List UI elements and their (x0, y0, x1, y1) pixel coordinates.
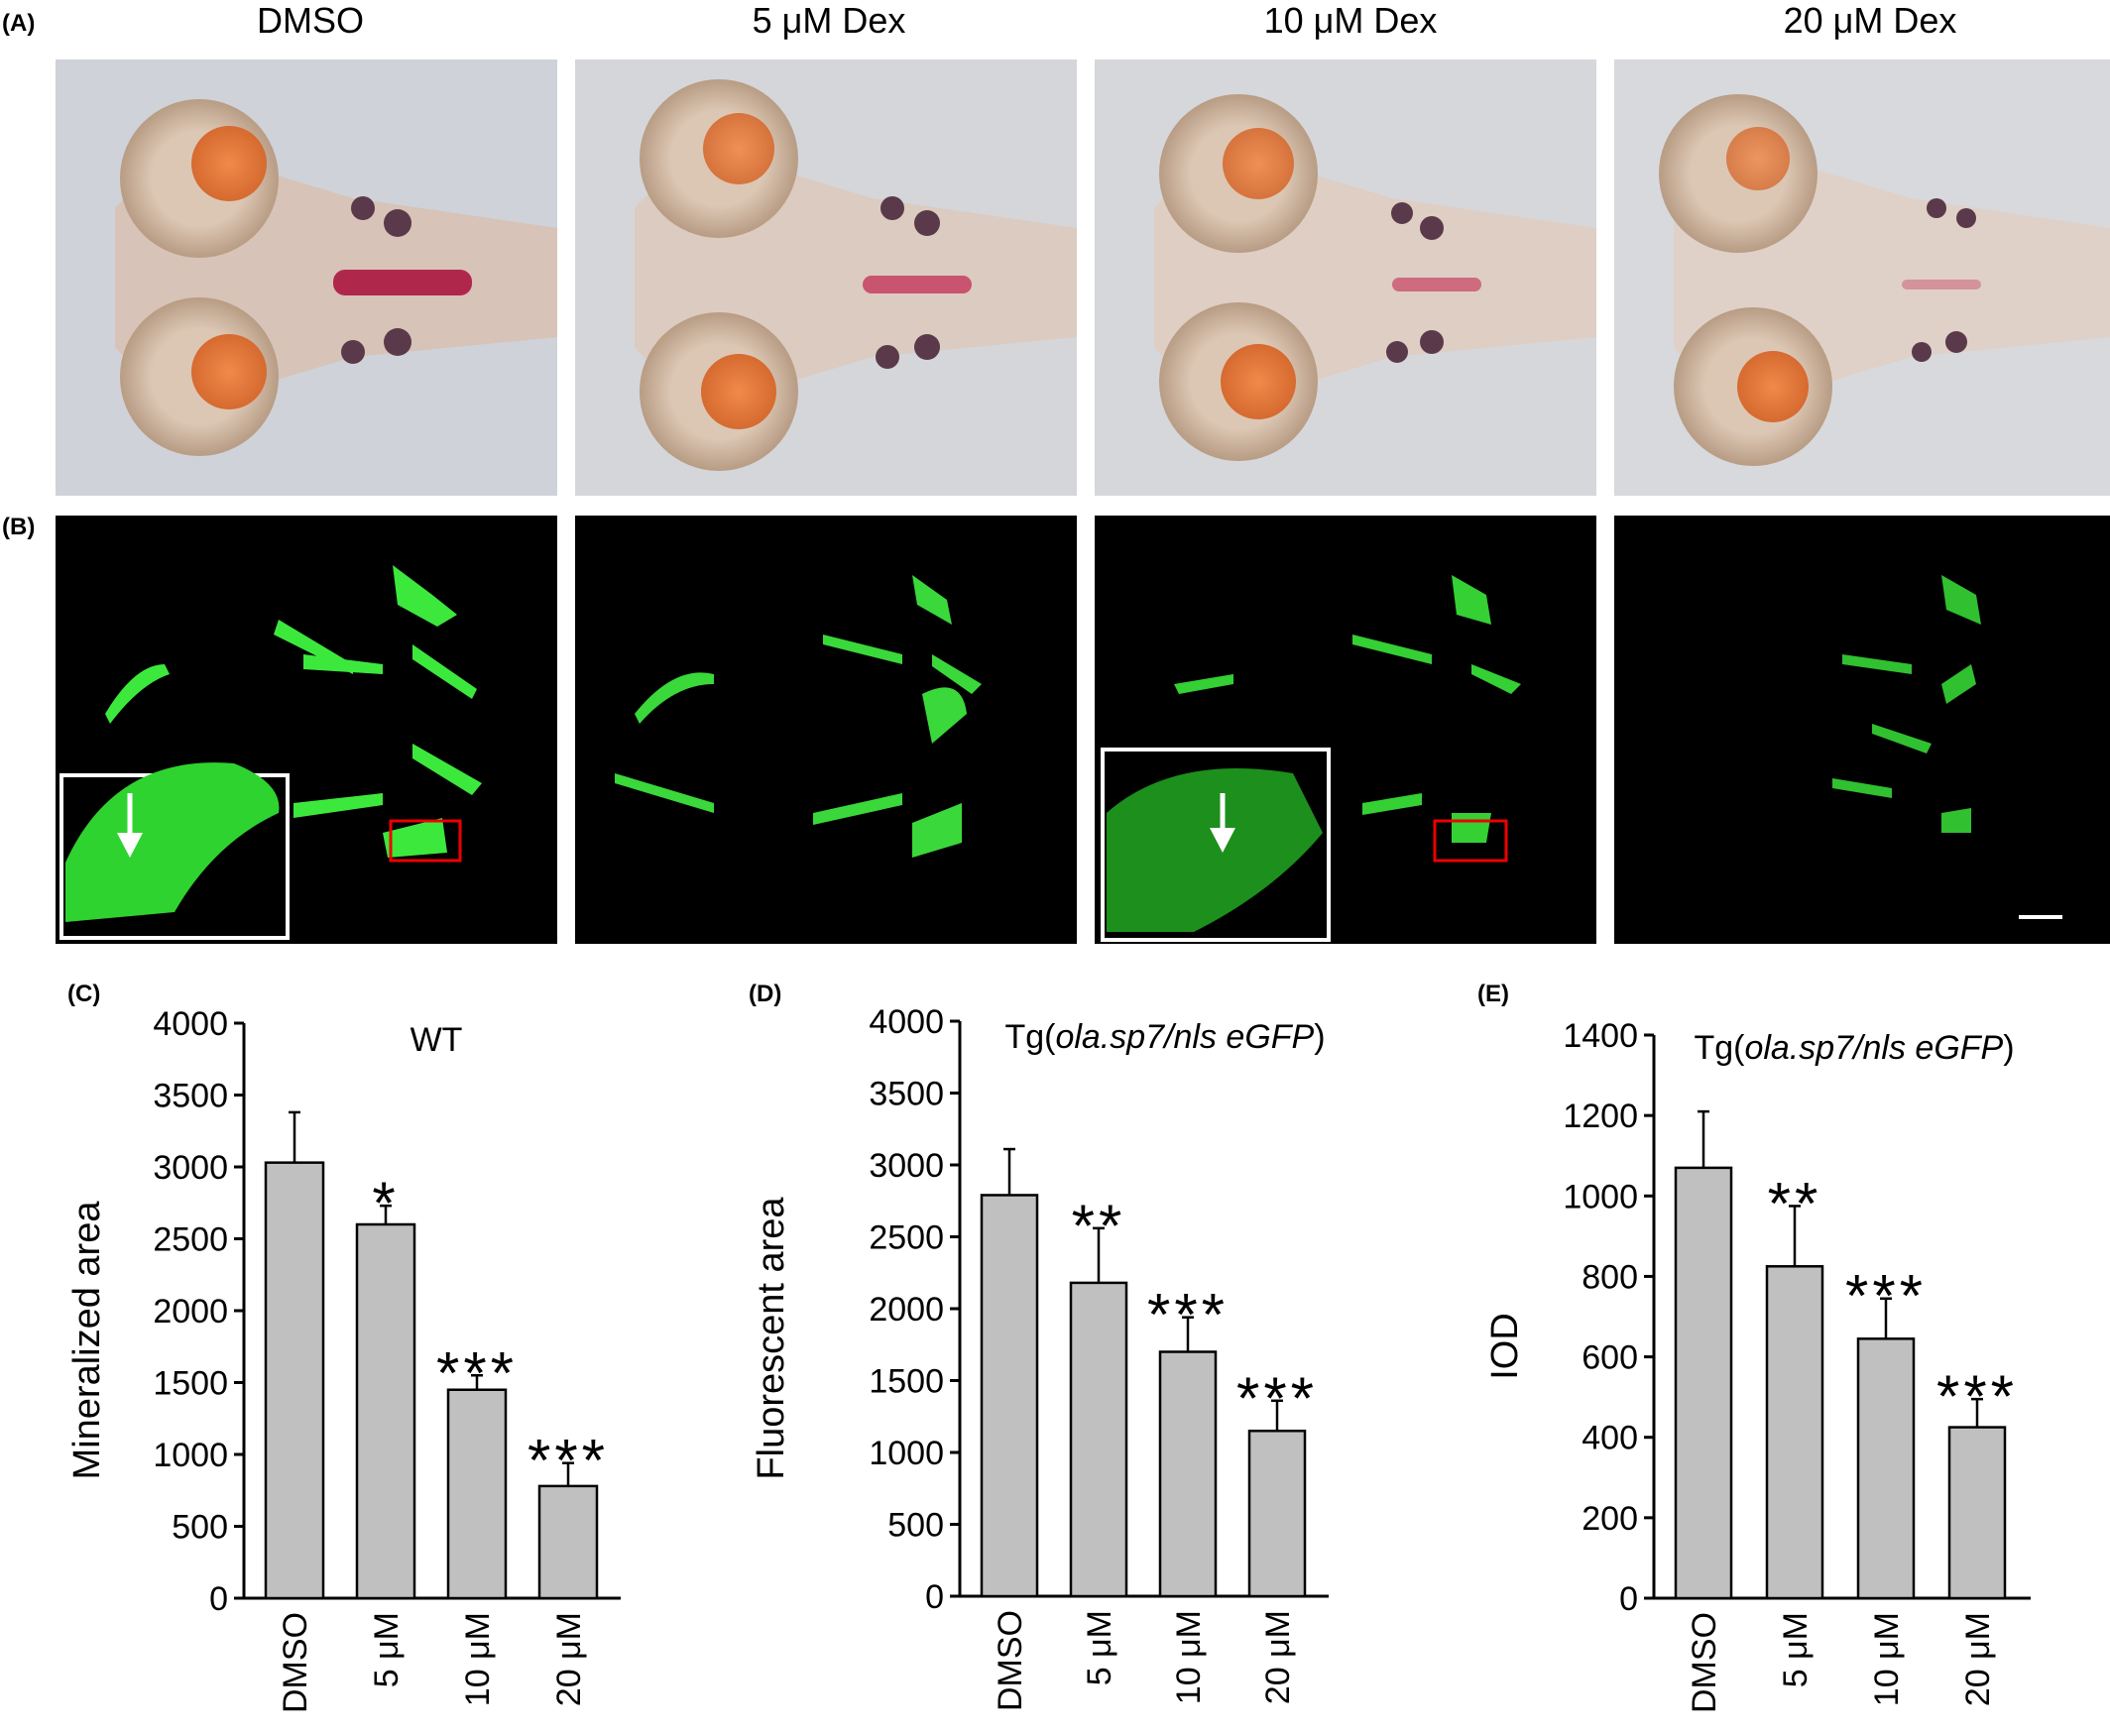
y-tick-label-e: 600 (1582, 1339, 1638, 1377)
chart-title-e: Tg(ola.sp7/nls eGFP) (1694, 1029, 2014, 1067)
y-tick-label-d: 500 (887, 1507, 944, 1545)
y-axis-label-e: IOD (1484, 1313, 1526, 1380)
alizarin-image-5um (575, 59, 1077, 496)
category-label-d-0: DMSO (992, 1610, 1029, 1711)
significance-e-3: *** (1936, 1363, 2018, 1430)
y-tick-label-c: 3500 (153, 1078, 228, 1115)
category-label-c-1: 5 μM (368, 1612, 406, 1687)
y-tick-label-c: 1500 (153, 1365, 228, 1403)
y-tick-label-e: 1000 (1563, 1178, 1638, 1215)
significance-c-1: * (372, 1170, 399, 1236)
fluorescence-image-dmso (56, 516, 557, 944)
column-title-20um: 20 μM Dex (1783, 0, 1957, 41)
y-tick-label-e: 1400 (1563, 1017, 1638, 1055)
category-label-c-3: 20 μM (550, 1612, 588, 1706)
chart-e: 0 200 400 600 800 1000 1200 1400 IOD Tg(ola.sp7/n… (1484, 1017, 2031, 1713)
significance-c-2: *** (436, 1339, 518, 1406)
fluorescence-image-10um (1095, 516, 1596, 944)
column-title-10um: 10 μM Dex (1263, 0, 1438, 41)
y-tick-label-c: 3000 (153, 1149, 228, 1187)
chart-title-c: WT (410, 1021, 463, 1059)
significance-d-1: ** (1072, 1193, 1126, 1259)
chart-title-d: Tg(ola.sp7/nls eGFP) (1004, 1018, 1325, 1056)
charts-area: (C) (D) (E) 0500100015002000250030003500… (66, 981, 2031, 1713)
fluorescence-image-20um (1614, 516, 2110, 944)
bar-e-3 (1947, 1426, 2007, 1600)
panel-label-a: (A) (2, 10, 36, 37)
chart-c: 0 500 1000 1500 2000 2500 3000 3500 4000 Minerali… (66, 1005, 621, 1713)
y-tick-label-d: 3000 (869, 1147, 944, 1185)
y-tick-label-d: 0 (925, 1578, 944, 1616)
bar-c-0 (264, 1161, 325, 1600)
significance-e-1: ** (1768, 1170, 1822, 1236)
column-title-5um: 5 μM Dex (752, 0, 906, 41)
chart-d: 0 500 1000 1500 2000 2500 3000 3500 4000 Fluoresc… (751, 1003, 1329, 1711)
y-tick-label-d: 2500 (869, 1219, 944, 1257)
scale-bar (2019, 915, 2062, 919)
y-tick-label-d: 1500 (869, 1363, 944, 1401)
panel-label-b: (B) (2, 514, 36, 540)
column-title-dmso: DMSO (257, 0, 364, 41)
bar-d-3 (1247, 1430, 1307, 1598)
bar-d-1 (1069, 1281, 1128, 1598)
category-label-e-1: 5 μM (1777, 1612, 1815, 1687)
y-tick-label-e: 1200 (1563, 1098, 1638, 1135)
bar-c-3 (537, 1484, 599, 1600)
significance-e-2: *** (1845, 1263, 1927, 1330)
significance-c-3: *** (528, 1428, 609, 1494)
y-tick-label-c: 500 (172, 1509, 228, 1547)
bar-c-1 (355, 1222, 416, 1600)
panel-label-c: (C) (67, 981, 100, 1007)
y-tick-label-d: 1000 (869, 1435, 944, 1472)
y-tick-label-e: 400 (1582, 1420, 1638, 1457)
bar-e-1 (1765, 1265, 1824, 1600)
category-label-c-2: 10 μM (459, 1612, 497, 1706)
y-tick-label-d: 2000 (869, 1291, 944, 1329)
alizarin-image-dmso (56, 59, 557, 496)
bar-c-2 (446, 1388, 508, 1600)
y-tick-label-c: 0 (209, 1580, 228, 1618)
category-label-d-2: 10 μM (1170, 1610, 1208, 1704)
bar-d-0 (980, 1194, 1039, 1598)
category-label-d-1: 5 μM (1081, 1610, 1118, 1685)
alizarin-image-20um (1614, 59, 2110, 496)
y-tick-label-d: 4000 (869, 1003, 944, 1041)
alizarin-image-10um (1095, 59, 1596, 496)
y-tick-label-c: 4000 (153, 1005, 228, 1043)
y-tick-label-c: 2000 (153, 1293, 228, 1331)
y-axis-label-c: Mineralized area (66, 1201, 108, 1480)
significance-d-2: *** (1147, 1282, 1229, 1348)
category-label-d-3: 20 μM (1259, 1610, 1297, 1704)
bar-e-0 (1674, 1166, 1733, 1600)
category-label-e-0: DMSO (1686, 1612, 1723, 1713)
y-tick-label-c: 2500 (153, 1221, 228, 1259)
category-label-c-0: DMSO (277, 1612, 314, 1713)
y-tick-label-e: 800 (1582, 1258, 1638, 1296)
panel-label-e: (E) (1477, 981, 1509, 1007)
y-tick-label-e: 200 (1582, 1500, 1638, 1538)
panel-label-d: (D) (749, 981, 781, 1007)
fluorescence-image-5um (575, 516, 1077, 944)
category-label-e-3: 20 μM (1959, 1612, 1997, 1706)
bar-e-2 (1856, 1337, 1916, 1600)
y-tick-label-e: 0 (1619, 1580, 1638, 1618)
bar-d-2 (1158, 1350, 1218, 1598)
y-tick-label-d: 3500 (869, 1076, 944, 1113)
y-tick-label-c: 1000 (153, 1437, 228, 1474)
category-label-e-2: 10 μM (1868, 1612, 1906, 1706)
significance-d-3: *** (1236, 1365, 1318, 1432)
y-axis-label-d: Fluorescent area (751, 1197, 792, 1480)
